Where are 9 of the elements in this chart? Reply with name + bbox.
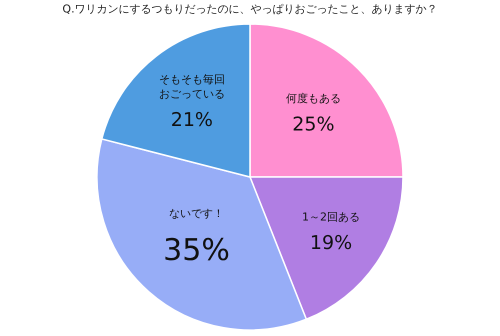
data-label: 19% [310, 232, 352, 254]
slice-label: ないです！ [168, 207, 224, 220]
slice-label: そもそも毎回おごっている [158, 73, 225, 100]
data-label: 35% [163, 233, 230, 268]
slice-label: 何度もある [286, 92, 341, 105]
data-label: 21% [170, 108, 213, 131]
slice-label: 1～2回ある [302, 210, 360, 224]
data-label: 25% [292, 113, 334, 136]
chart-title: Q.ワリカンにするつもりだったのに、やっぱりおごったこと、ありますか？ [62, 2, 438, 16]
